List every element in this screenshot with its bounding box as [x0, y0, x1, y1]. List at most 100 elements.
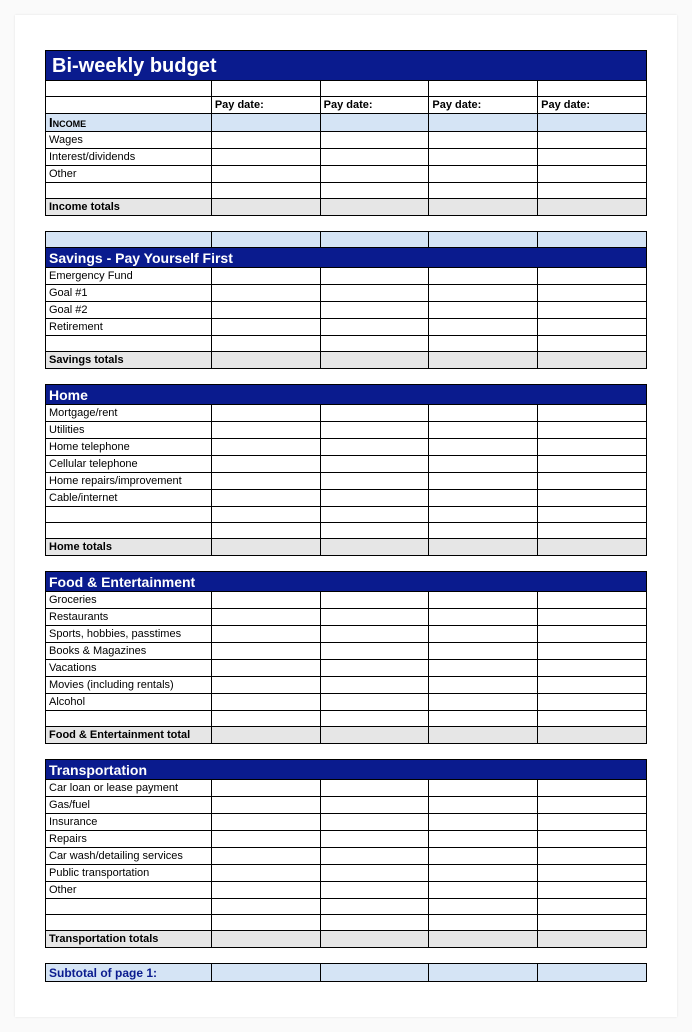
- cell[interactable]: [320, 882, 429, 899]
- cell[interactable]: [320, 422, 429, 439]
- cell[interactable]: [211, 405, 320, 422]
- cell[interactable]: [320, 183, 429, 199]
- cell[interactable]: [429, 405, 538, 422]
- cell[interactable]: [211, 677, 320, 694]
- cell[interactable]: [211, 711, 320, 727]
- cell[interactable]: [538, 439, 647, 456]
- cell[interactable]: [538, 166, 647, 183]
- cell[interactable]: [429, 780, 538, 797]
- cell[interactable]: [320, 285, 429, 302]
- cell[interactable]: [429, 626, 538, 643]
- cell[interactable]: [538, 711, 647, 727]
- cell[interactable]: [538, 302, 647, 319]
- cell[interactable]: [320, 915, 429, 931]
- cell[interactable]: [211, 268, 320, 285]
- cell[interactable]: [211, 865, 320, 882]
- cell[interactable]: [429, 711, 538, 727]
- cell[interactable]: [211, 609, 320, 626]
- cell[interactable]: [320, 814, 429, 831]
- cell[interactable]: [538, 473, 647, 490]
- cell[interactable]: [211, 319, 320, 336]
- cell[interactable]: [320, 643, 429, 660]
- cell[interactable]: [429, 899, 538, 915]
- cell[interactable]: [320, 660, 429, 677]
- cell[interactable]: [320, 626, 429, 643]
- cell[interactable]: [429, 915, 538, 931]
- cell[interactable]: [538, 780, 647, 797]
- cell[interactable]: [320, 711, 429, 727]
- cell[interactable]: [320, 507, 429, 523]
- cell[interactable]: [211, 507, 320, 523]
- cell[interactable]: [211, 490, 320, 507]
- cell[interactable]: [429, 302, 538, 319]
- cell[interactable]: [429, 166, 538, 183]
- cell[interactable]: [320, 609, 429, 626]
- cell[interactable]: [538, 523, 647, 539]
- cell[interactable]: [211, 473, 320, 490]
- cell[interactable]: [538, 814, 647, 831]
- cell[interactable]: [538, 865, 647, 882]
- cell[interactable]: [538, 899, 647, 915]
- cell[interactable]: [320, 336, 429, 352]
- cell[interactable]: [211, 456, 320, 473]
- cell[interactable]: [211, 302, 320, 319]
- cell[interactable]: [538, 490, 647, 507]
- cell[interactable]: [538, 609, 647, 626]
- cell[interactable]: [211, 439, 320, 456]
- cell[interactable]: [320, 490, 429, 507]
- cell[interactable]: [211, 285, 320, 302]
- cell[interactable]: [320, 780, 429, 797]
- cell[interactable]: [538, 677, 647, 694]
- cell[interactable]: [538, 882, 647, 899]
- cell[interactable]: [429, 149, 538, 166]
- cell[interactable]: [538, 405, 647, 422]
- cell[interactable]: [320, 319, 429, 336]
- cell[interactable]: [429, 677, 538, 694]
- cell[interactable]: [429, 422, 538, 439]
- cell[interactable]: [429, 285, 538, 302]
- cell[interactable]: [538, 507, 647, 523]
- cell[interactable]: [211, 183, 320, 199]
- cell[interactable]: [538, 268, 647, 285]
- cell[interactable]: [211, 166, 320, 183]
- cell[interactable]: [538, 132, 647, 149]
- cell[interactable]: [211, 831, 320, 848]
- cell[interactable]: [320, 899, 429, 915]
- cell[interactable]: [211, 422, 320, 439]
- cell[interactable]: [320, 132, 429, 149]
- cell[interactable]: [429, 694, 538, 711]
- cell[interactable]: [320, 523, 429, 539]
- cell[interactable]: [211, 336, 320, 352]
- cell[interactable]: [320, 439, 429, 456]
- cell[interactable]: [320, 149, 429, 166]
- cell[interactable]: [538, 848, 647, 865]
- cell[interactable]: [211, 523, 320, 539]
- cell[interactable]: [211, 626, 320, 643]
- cell[interactable]: [429, 592, 538, 609]
- cell[interactable]: [538, 149, 647, 166]
- cell[interactable]: [429, 490, 538, 507]
- cell[interactable]: [211, 915, 320, 931]
- cell[interactable]: [429, 831, 538, 848]
- cell[interactable]: [320, 797, 429, 814]
- cell[interactable]: [320, 592, 429, 609]
- cell[interactable]: [429, 882, 538, 899]
- cell[interactable]: [538, 626, 647, 643]
- cell[interactable]: [320, 473, 429, 490]
- cell[interactable]: [211, 780, 320, 797]
- cell[interactable]: [429, 660, 538, 677]
- cell[interactable]: [211, 694, 320, 711]
- cell[interactable]: [538, 285, 647, 302]
- cell[interactable]: [429, 268, 538, 285]
- cell[interactable]: [320, 456, 429, 473]
- cell[interactable]: [538, 456, 647, 473]
- cell[interactable]: [538, 592, 647, 609]
- cell[interactable]: [320, 302, 429, 319]
- cell[interactable]: [429, 507, 538, 523]
- cell[interactable]: [538, 183, 647, 199]
- cell[interactable]: [429, 183, 538, 199]
- cell[interactable]: [538, 319, 647, 336]
- cell[interactable]: [429, 523, 538, 539]
- cell[interactable]: [211, 848, 320, 865]
- cell[interactable]: [429, 609, 538, 626]
